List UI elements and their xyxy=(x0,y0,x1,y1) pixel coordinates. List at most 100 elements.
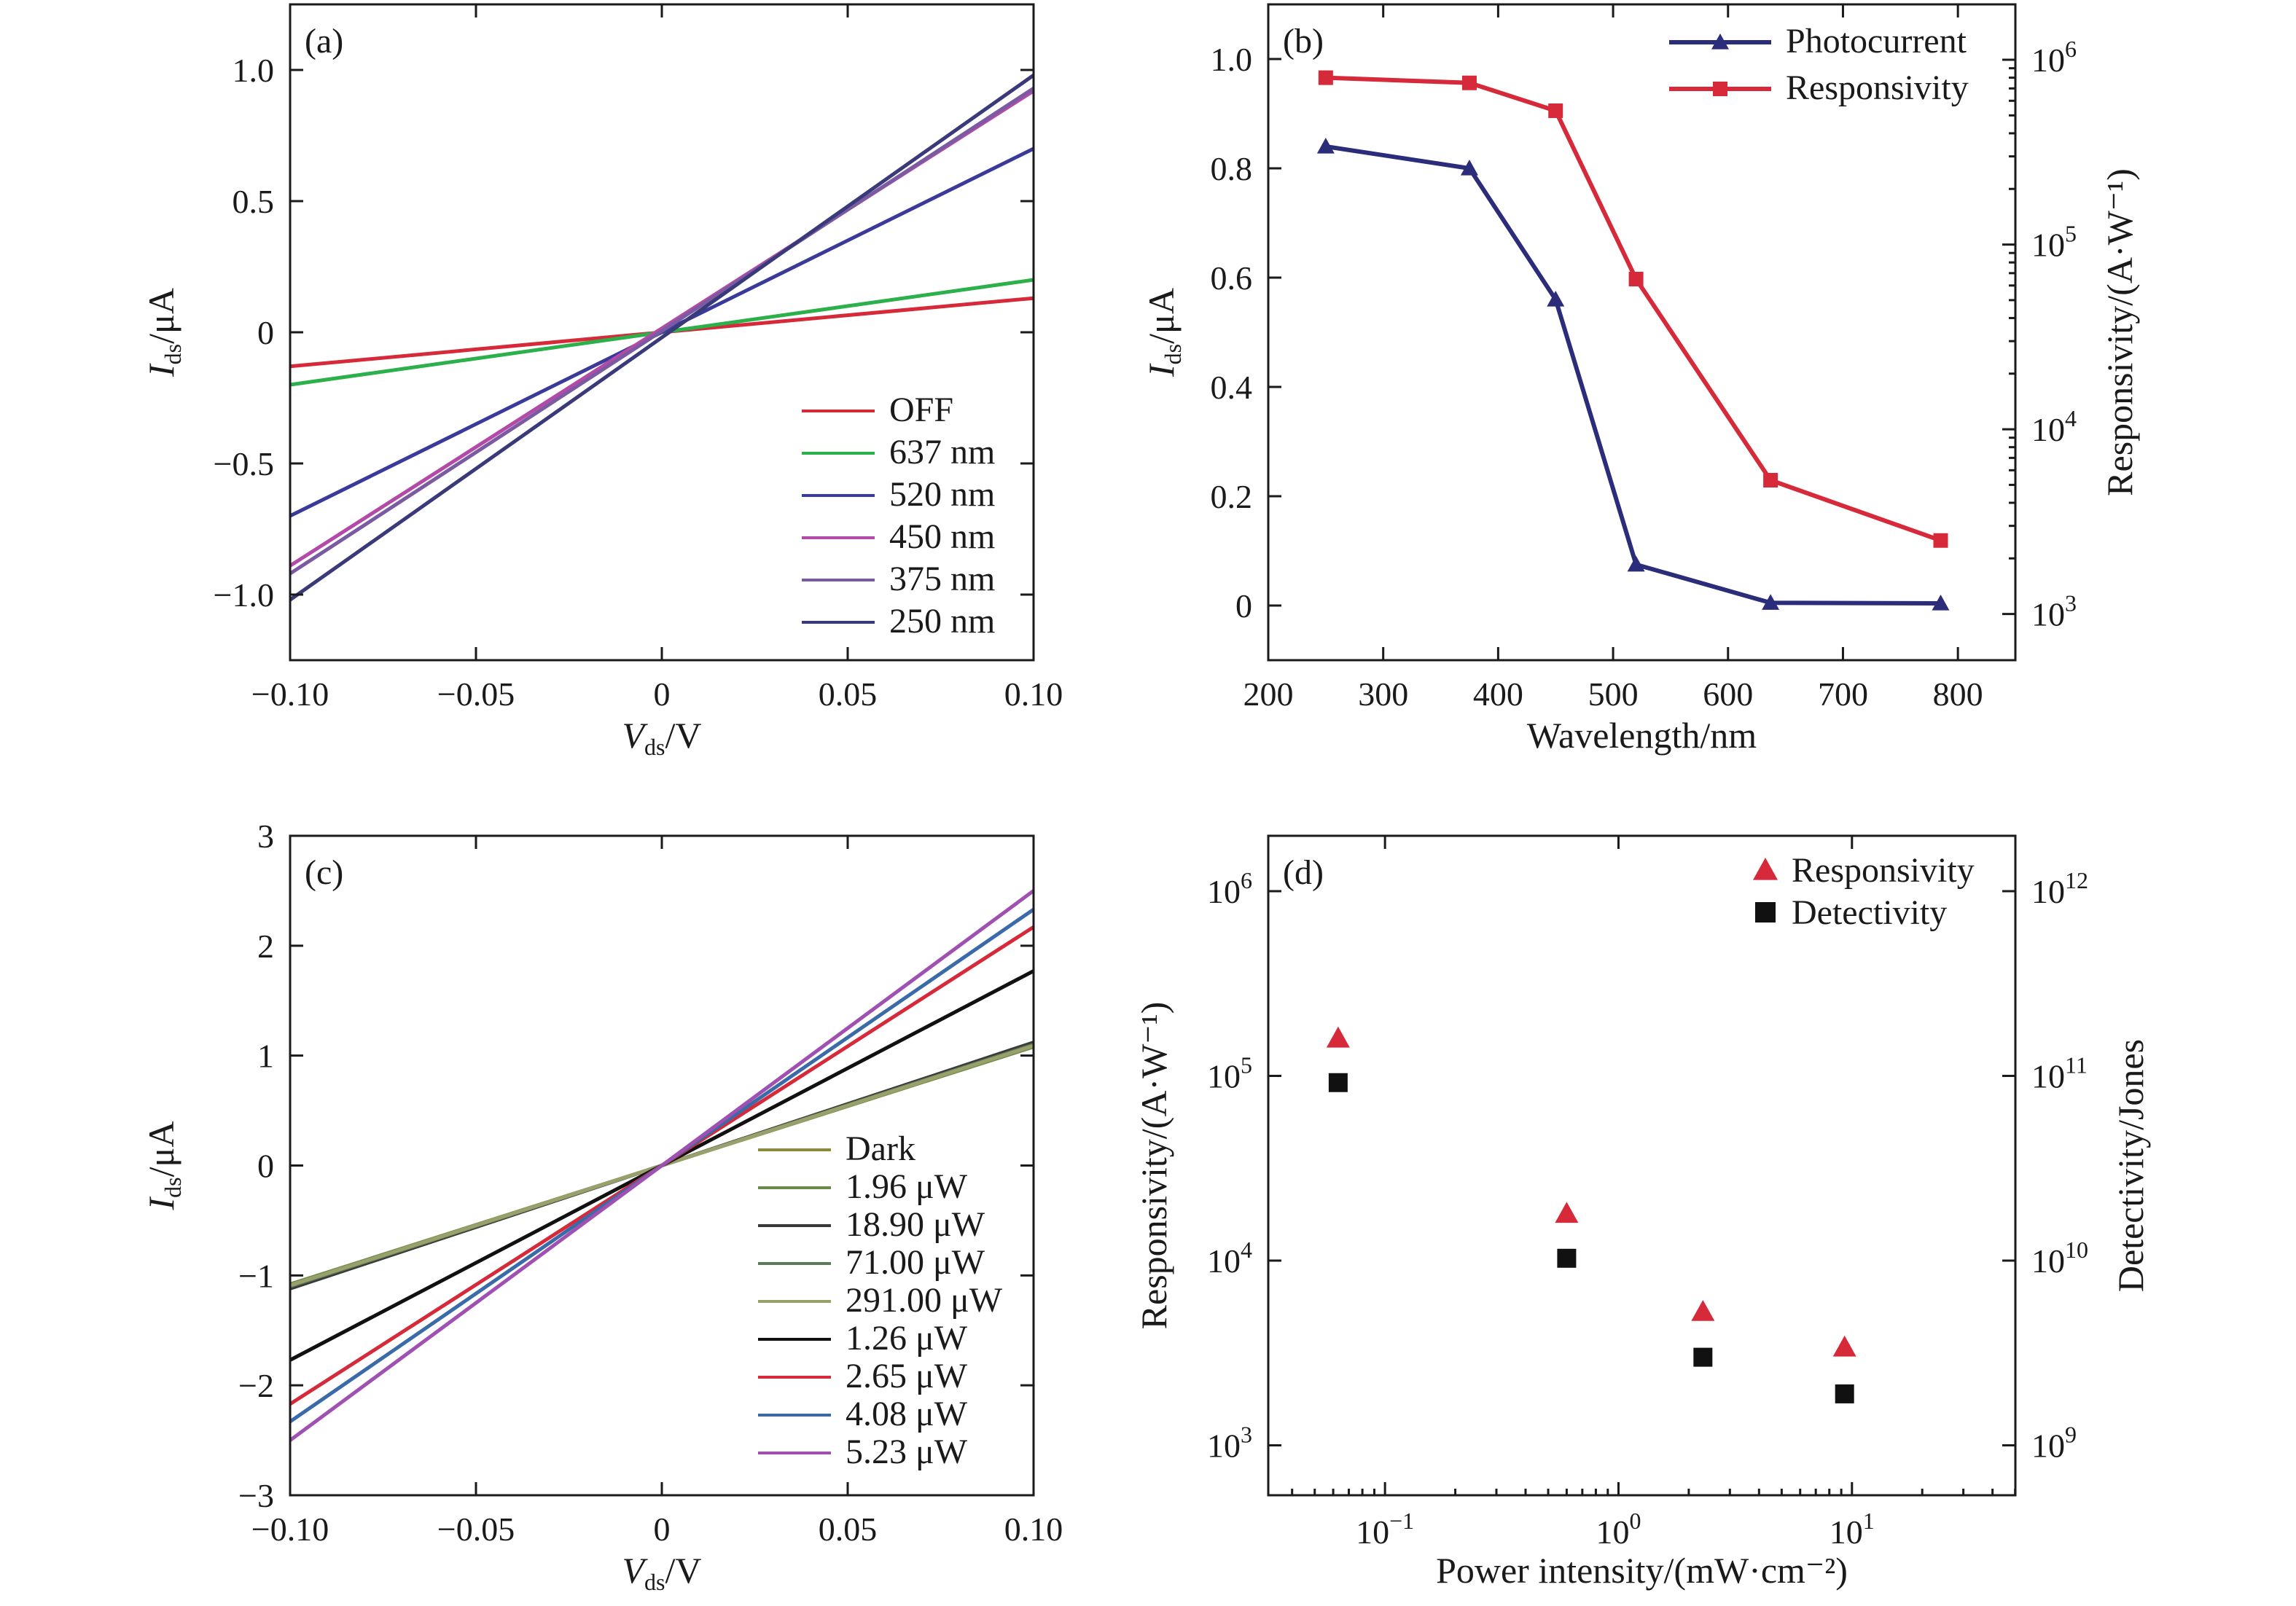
y-tick-label-0: −1.0 xyxy=(214,576,274,614)
x-axis-label: Wavelength/nm xyxy=(1527,715,1757,756)
y-tick-label-6: 3 xyxy=(257,818,274,855)
x-tick-label-0: −0.10 xyxy=(251,1511,329,1548)
data-point-0-5 xyxy=(1932,595,1950,611)
data-point-0-1 xyxy=(1555,1202,1579,1223)
x-tick-label-0: 200 xyxy=(1243,675,1294,713)
legend-marker-0 xyxy=(1711,34,1729,50)
legend-label-4: 375 nm xyxy=(889,560,995,598)
y2-axis-label: Responsivity/(A·W⁻¹) xyxy=(2099,168,2140,496)
legend-label-2: 520 nm xyxy=(889,475,995,514)
x-tick-label-1: 300 xyxy=(1358,675,1408,713)
data-point-0-1 xyxy=(1460,160,1478,176)
data-point-0-0 xyxy=(1326,1026,1350,1048)
y-tick-label-0: 103 xyxy=(1207,1422,1252,1465)
y2-tick-label-3: 106 xyxy=(2031,36,2077,79)
x-tick-label-5: 700 xyxy=(1818,675,1868,713)
x-tick-label-2: 101 xyxy=(1830,1508,1875,1551)
y-tick-label-2: 0.4 xyxy=(1211,369,1253,406)
y-tick-label-1: 104 xyxy=(1207,1237,1252,1280)
y2-axis-label: Detectivity/Jones xyxy=(2110,1039,2151,1292)
data-point-1-3 xyxy=(1628,272,1644,287)
panel-label: (a) xyxy=(305,22,343,60)
x-tick-label-6: 800 xyxy=(1933,675,1983,713)
x-tick-label-2: 400 xyxy=(1473,675,1523,713)
panel-label: (d) xyxy=(1283,853,1324,892)
data-point-0-0 xyxy=(1316,138,1335,154)
y-axis-label: Ids/μA xyxy=(1141,288,1186,377)
y-tick-label-2: 105 xyxy=(1207,1052,1252,1095)
data-point-0-2 xyxy=(1547,291,1565,307)
y2-tick-label-1: 104 xyxy=(2031,405,2077,448)
legend-label-3: 450 nm xyxy=(889,517,995,556)
y-tick-label-0: 0 xyxy=(1235,587,1252,624)
legend-label-0: Dark xyxy=(846,1129,915,1168)
x-axis-label: Vds/V xyxy=(622,715,702,760)
legend-label-1: 637 nm xyxy=(889,433,995,471)
legend-label-1: Detectivity xyxy=(1792,893,1947,932)
legend-label-6: 2.65 μW xyxy=(846,1357,968,1395)
y2-tick-label-1: 1010 xyxy=(2031,1237,2088,1280)
legend-label-8: 5.23 μW xyxy=(846,1433,968,1471)
panel-label: (b) xyxy=(1283,22,1324,60)
legend-label-3: 71.00 μW xyxy=(846,1243,985,1282)
y-axis-label: Ids/μA xyxy=(141,1121,186,1211)
data-point-1-5 xyxy=(1933,533,1948,548)
y-tick-label-3: 0.5 xyxy=(233,183,275,220)
panel-d: 10−1 100 101 103 104 105 106 109 1010 1011 1012 Pow… xyxy=(1133,834,2151,1591)
data-point-1-2 xyxy=(1693,1347,1713,1367)
series-line-5 xyxy=(289,74,1035,602)
legend-marker-1 xyxy=(1713,82,1727,96)
data-point-0-3 xyxy=(1832,1335,1856,1357)
legend-label-0: Photocurrent xyxy=(1786,22,1967,60)
series-line-0 xyxy=(1325,144,1941,606)
y-tick-label-3: 106 xyxy=(1207,867,1252,910)
y-tick-label-1: −0.5 xyxy=(214,445,274,482)
x-axis-label: Vds/V xyxy=(622,1550,702,1595)
series-line-8 xyxy=(289,889,1035,1442)
x-tick-label-2: 0 xyxy=(654,1511,671,1548)
legend-marker-1 xyxy=(1755,902,1776,923)
y-tick-label-3: 0.6 xyxy=(1211,259,1253,297)
y-axis-label: Ids/μA xyxy=(141,288,186,377)
x-tick-label-4: 0.10 xyxy=(1004,675,1063,713)
legend-label-2: 18.90 μW xyxy=(846,1205,985,1244)
legend-marker-0 xyxy=(1753,858,1778,880)
data-point-1-1 xyxy=(1461,75,1477,90)
data-point-1-4 xyxy=(1763,473,1778,488)
y-tick-label-5: 2 xyxy=(257,928,274,965)
x-tick-label-3: 0.05 xyxy=(819,1511,878,1548)
x-tick-label-1: −0.05 xyxy=(437,1511,515,1548)
y2-tick-label-3: 1012 xyxy=(2031,867,2088,910)
y2-tick-label-2: 1011 xyxy=(2031,1052,2088,1095)
x-tick-label-1: 100 xyxy=(1596,1508,1641,1551)
y2-tick-label-0: 103 xyxy=(2031,590,2077,633)
y-tick-label-1: 0.2 xyxy=(1211,478,1253,515)
data-point-0-2 xyxy=(1691,1299,1715,1321)
y2-tick-label-0: 109 xyxy=(2031,1422,2077,1465)
legend-label-1: 1.96 μW xyxy=(846,1167,968,1206)
data-point-0-4 xyxy=(1762,594,1780,610)
data-point-1-0 xyxy=(1318,70,1333,85)
x-tick-label-3: 0.05 xyxy=(819,675,878,713)
plot-frame xyxy=(1267,834,2017,1497)
legend-label-4: 291.00 μW xyxy=(846,1281,1003,1320)
y-tick-label-4: 0.8 xyxy=(1211,150,1253,187)
y-tick-label-4: 1.0 xyxy=(233,52,275,89)
y-tick-label-4: 1 xyxy=(257,1038,274,1075)
data-point-1-3 xyxy=(1835,1384,1854,1403)
panel-b: 200 300 400 500 600 700 800 0 0.2 0.4 0.6 0.8 1.0 103… xyxy=(1141,3,2140,756)
x-tick-label-4: 0.10 xyxy=(1004,1511,1063,1548)
y-tick-label-1: −2 xyxy=(238,1367,274,1404)
x-tick-label-4: 600 xyxy=(1703,675,1753,713)
y2-tick-label-2: 105 xyxy=(2031,221,2077,264)
y-tick-label-3: 0 xyxy=(257,1148,274,1185)
plot-frame xyxy=(1267,3,2017,662)
data-point-0-3 xyxy=(1627,555,1645,572)
x-tick-label-3: 500 xyxy=(1588,675,1639,713)
data-point-1-0 xyxy=(1328,1073,1348,1092)
y-tick-label-2: 0 xyxy=(257,314,274,351)
legend-label-7: 4.08 μW xyxy=(846,1395,968,1433)
legend-label-5: 250 nm xyxy=(889,602,995,641)
series-line-4 xyxy=(289,87,1035,576)
y-axis-label: Responsivity/(A·W⁻¹) xyxy=(1133,1002,1174,1330)
